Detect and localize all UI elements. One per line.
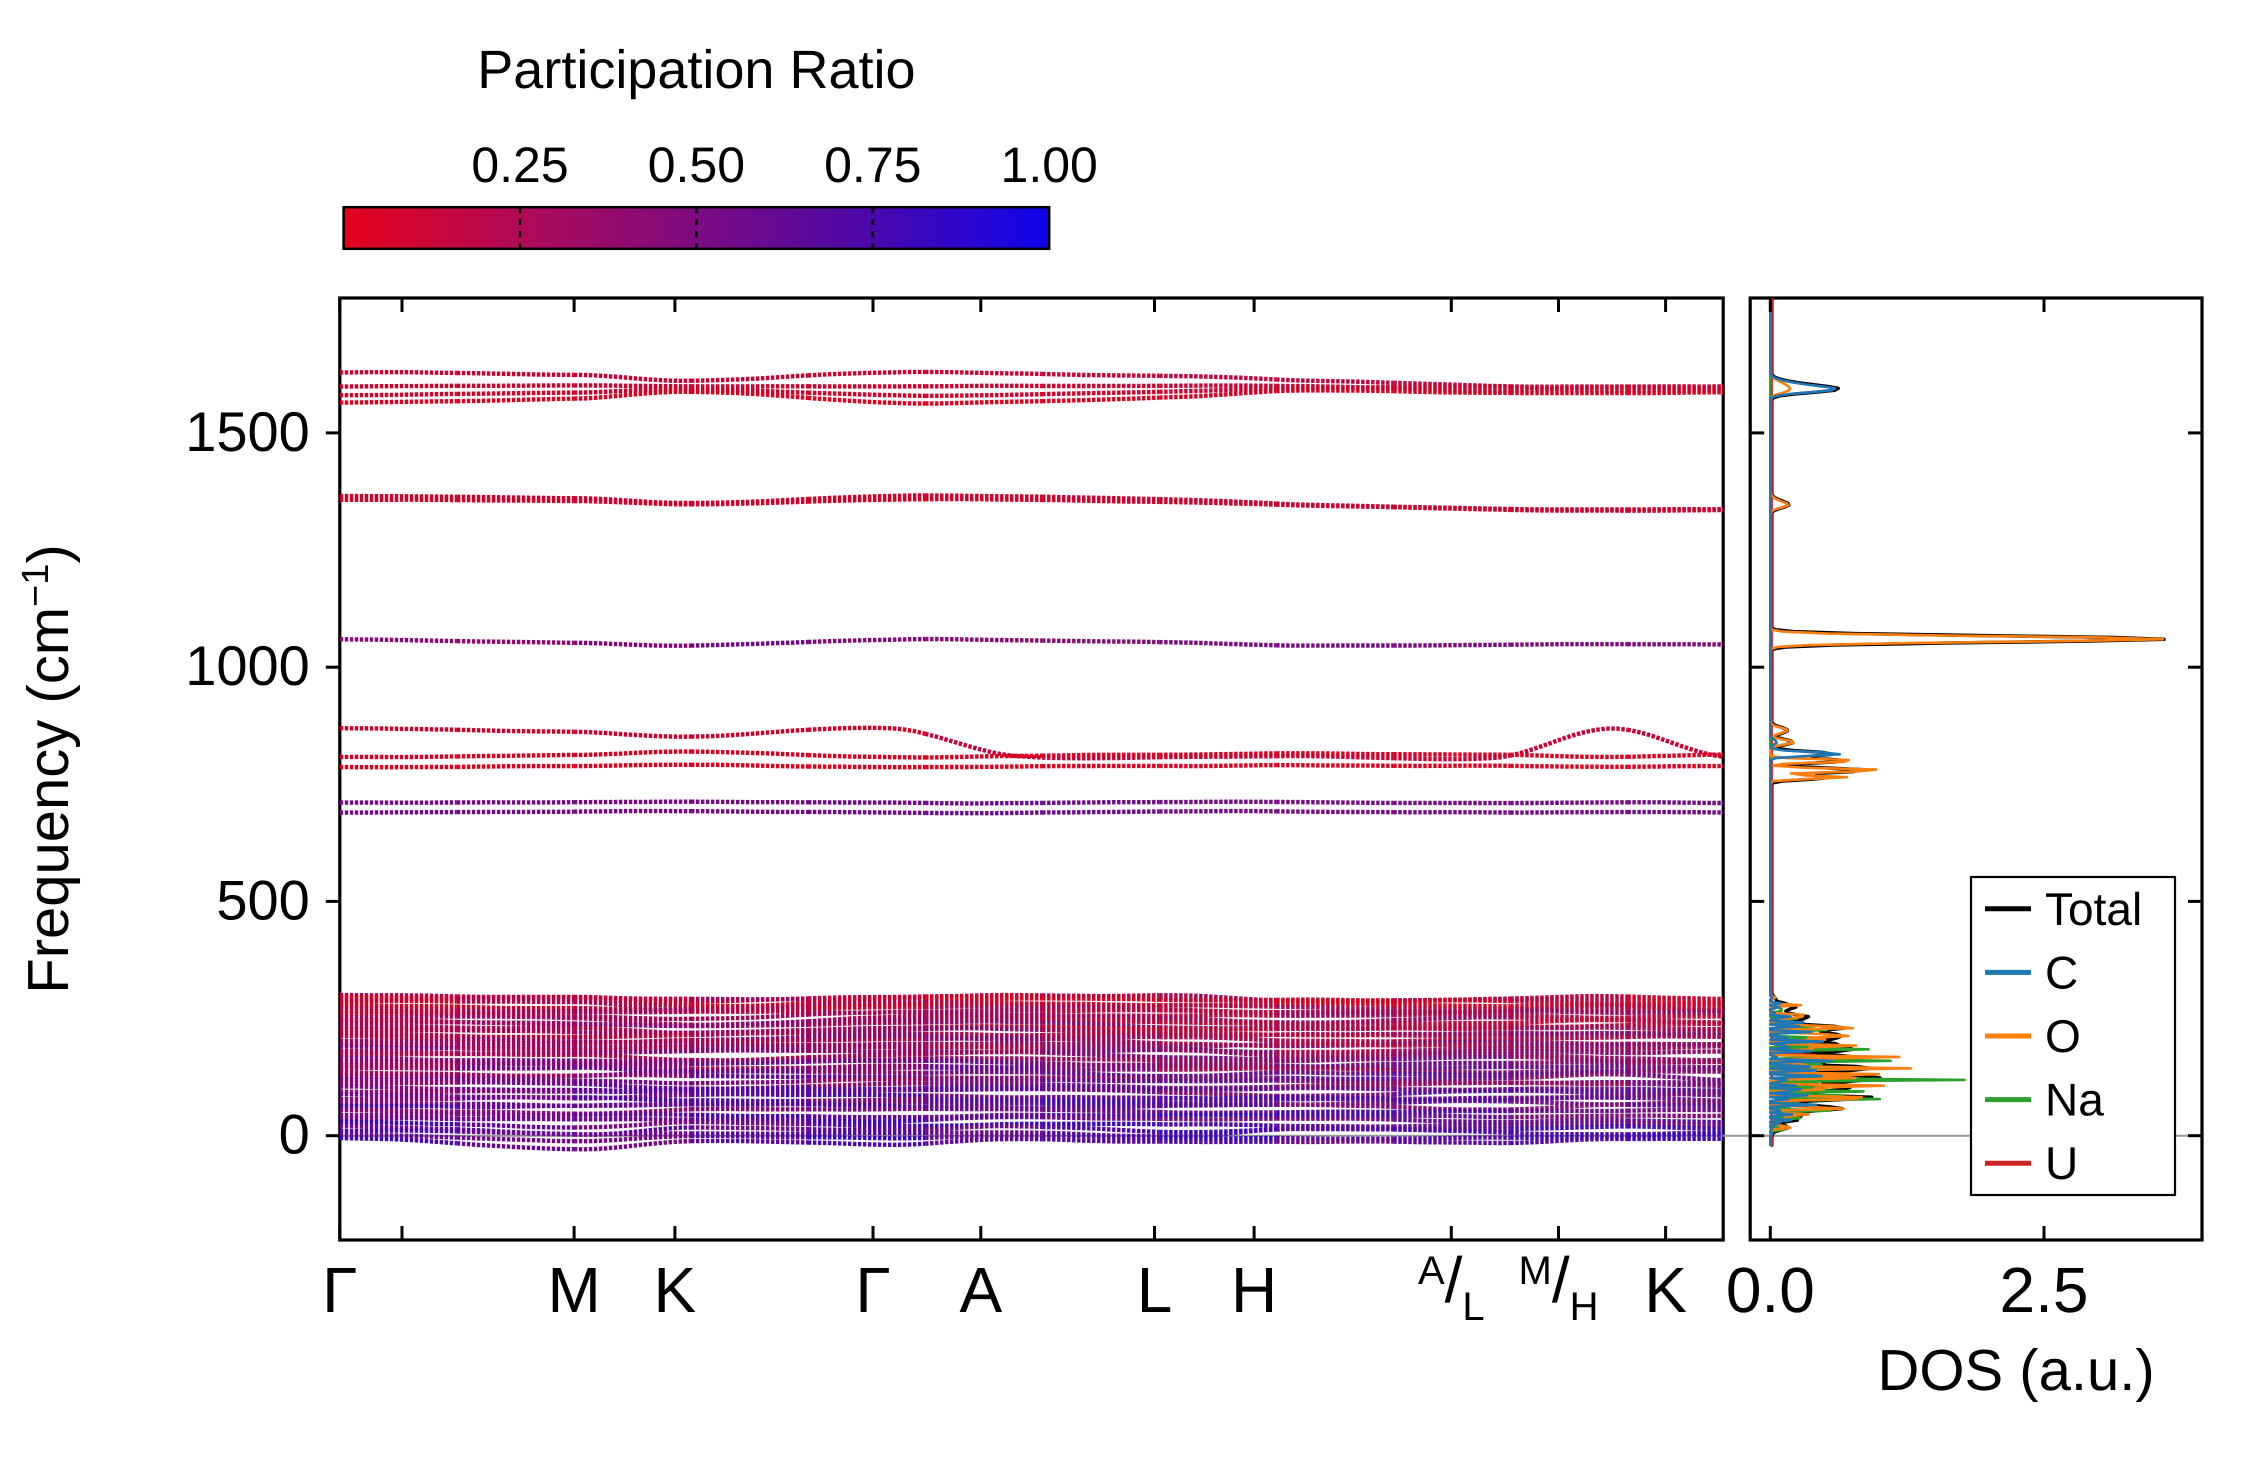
svg-text:O: O	[2045, 1010, 2081, 1062]
svg-text:C: C	[2045, 946, 2078, 998]
svg-text:0: 0	[279, 1103, 310, 1166]
svg-text:1000: 1000	[185, 634, 310, 697]
svg-text:1.00: 1.00	[1001, 137, 1098, 193]
svg-text:L: L	[1137, 1254, 1173, 1326]
svg-text:0.50: 0.50	[648, 137, 745, 193]
svg-text:1500: 1500	[185, 400, 310, 463]
svg-text:0.25: 0.25	[471, 137, 568, 193]
svg-text:2.5: 2.5	[2000, 1254, 2089, 1326]
svg-text:K: K	[1644, 1254, 1687, 1326]
svg-text:H: H	[1231, 1254, 1277, 1326]
svg-text:Γ: Γ	[855, 1254, 890, 1326]
svg-text:Γ: Γ	[322, 1254, 357, 1326]
svg-text:500: 500	[216, 868, 309, 931]
svg-text:Frequency (cm−1): Frequency (cm−1)	[15, 544, 81, 993]
svg-text:U: U	[2045, 1137, 2078, 1189]
svg-text:Participation Ratio: Participation Ratio	[477, 40, 915, 100]
svg-text:0.0: 0.0	[1726, 1254, 1815, 1326]
svg-text:K: K	[654, 1254, 697, 1326]
svg-text:Na: Na	[2045, 1074, 2104, 1126]
svg-text:M: M	[547, 1254, 600, 1326]
svg-text:DOS (a.u.): DOS (a.u.)	[1878, 1338, 2155, 1403]
svg-text:Total: Total	[2045, 883, 2142, 935]
svg-text:A: A	[959, 1254, 1002, 1326]
svg-text:0.75: 0.75	[824, 137, 921, 193]
